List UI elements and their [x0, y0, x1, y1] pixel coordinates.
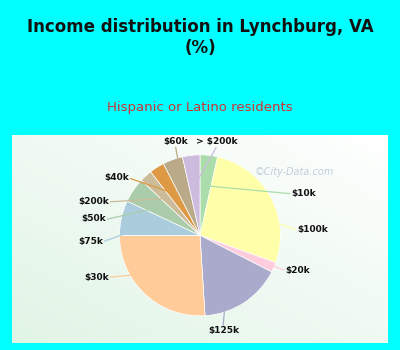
Text: ©City-Data.com: ©City-Data.com: [254, 167, 334, 177]
Wedge shape: [200, 157, 280, 262]
Text: $60k: $60k: [163, 137, 188, 146]
Wedge shape: [120, 201, 200, 235]
Text: $125k: $125k: [208, 327, 239, 335]
Wedge shape: [141, 172, 200, 235]
Text: $200k: $200k: [78, 197, 109, 206]
Wedge shape: [127, 180, 200, 235]
Wedge shape: [182, 155, 200, 235]
Text: $30k: $30k: [84, 273, 109, 282]
Text: $100k: $100k: [297, 225, 328, 234]
Wedge shape: [120, 235, 205, 316]
Text: $75k: $75k: [78, 237, 103, 246]
Text: Income distribution in Lynchburg, VA
(%): Income distribution in Lynchburg, VA (%): [27, 18, 373, 57]
Wedge shape: [164, 157, 200, 235]
Text: $40k: $40k: [105, 173, 130, 182]
Wedge shape: [200, 235, 276, 272]
Text: $20k: $20k: [285, 266, 310, 275]
Wedge shape: [200, 155, 218, 235]
Text: $50k: $50k: [81, 215, 106, 223]
Text: Hispanic or Latino residents: Hispanic or Latino residents: [107, 101, 293, 114]
Text: > $200k: > $200k: [196, 137, 237, 146]
Wedge shape: [151, 164, 200, 235]
Text: $10k: $10k: [291, 189, 316, 197]
Wedge shape: [200, 235, 272, 316]
